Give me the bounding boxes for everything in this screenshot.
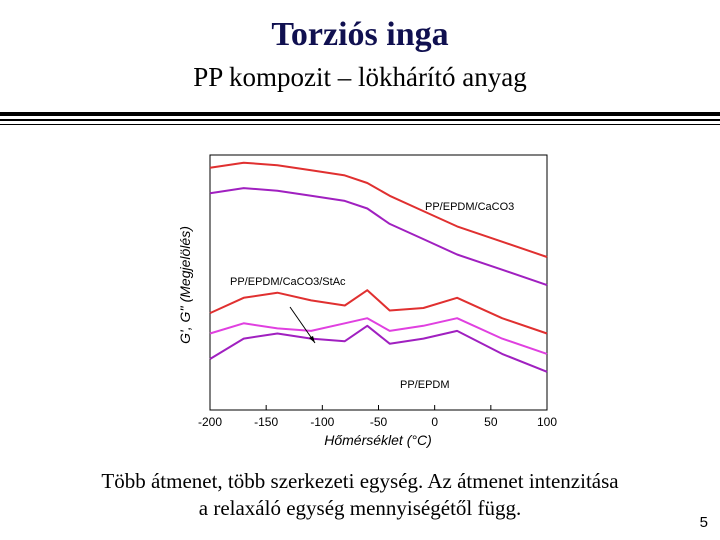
x-tick-label-3: -100: [310, 415, 334, 429]
annotation-label-3: PP/EPDM: [400, 379, 450, 391]
x-tick-label-4: -50: [370, 415, 388, 429]
series-line-4: [209, 317, 548, 355]
x-ticks-group: -200 -150 -100 -50 0 50 100: [198, 405, 557, 429]
page-number: 5: [699, 514, 708, 531]
slide-subtitle: PP kompozit – lökhárító anyag: [193, 62, 527, 92]
series-line-3: [209, 289, 548, 335]
divider-bottom: [0, 124, 720, 125]
series-line-2: [209, 187, 548, 287]
annotation-arrowhead: [309, 336, 315, 343]
divider-thin: [0, 119, 720, 121]
caption: Több átmenet, több szerkezeti egység. Az…: [40, 468, 680, 522]
x-tick-label-6: 50: [484, 415, 498, 429]
chart-area: -200 -150 -100 -50 0 50 100 PP/EPDM/CaCO3 PP/E…: [177, 154, 557, 448]
x-tick-label-1: -200: [198, 415, 222, 429]
divider-thick: [0, 112, 720, 116]
annotation-label-1: PP/EPDM/CaCO3: [425, 201, 514, 213]
x-tick-label-7: 100: [537, 415, 557, 429]
caption-line-1: Több átmenet, több szerkezeti egység. Az…: [101, 469, 619, 493]
series-group: [209, 161, 548, 373]
series-line-1: [209, 161, 548, 258]
x-tick-label-5: 0: [431, 415, 438, 429]
annotation-label-2: PP/EPDM/CaCO3/StAc: [230, 276, 346, 288]
annotation-arrow: [289, 306, 316, 344]
caption-line-2: a relaxáló egység mennyiségétől függ.: [198, 496, 522, 520]
x-tick-label-2: -150: [254, 415, 278, 429]
x-axis-label: Hőmérséklet (°C): [324, 432, 432, 448]
slide-title: Torziós inga: [271, 16, 449, 53]
series-line-5: [209, 324, 548, 373]
y-axis-label: G', G'' (Megjelölés): [177, 226, 193, 344]
